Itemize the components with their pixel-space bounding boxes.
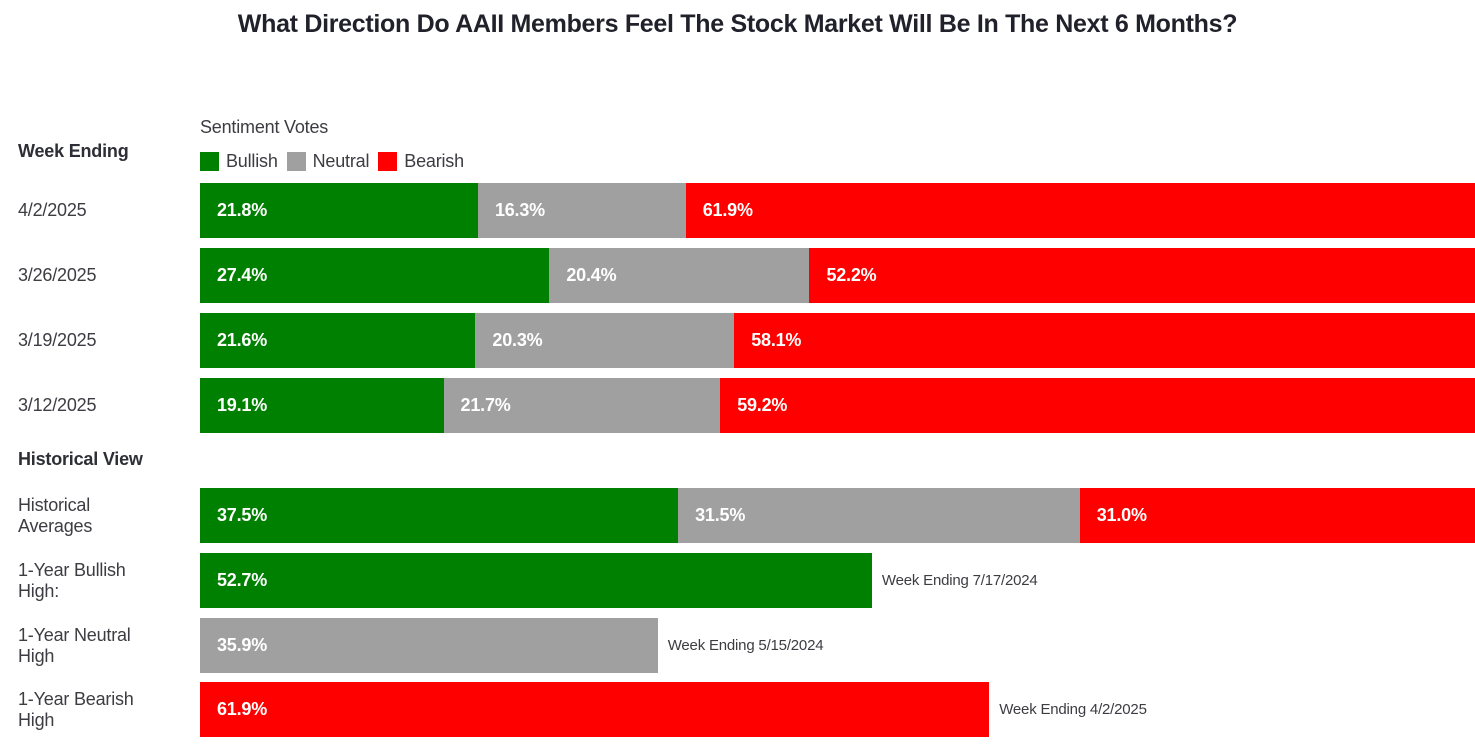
neutral-swatch-icon [286,152,306,171]
bar-value-label: 31.5% [695,505,746,525]
bar-row-historical-averages: Historical Averages 37.5% 31.5% 31.0% [18,488,1475,543]
bar-row-week-3: 3/19/2025 21.6% 20.3% 58.1% [18,313,1475,368]
bar-row-bearish-high: 1-Year Bearish High 61.9% Week Ending 4/… [18,682,1475,737]
bar-segment-neutral: 20.3% [475,313,735,368]
stacked-bar: 37.5% 31.5% 31.0% [200,488,1475,543]
single-bar: 52.7% Week Ending 7/17/2024 [200,553,1475,608]
legend-item-bullish[interactable]: Bullish [200,151,278,172]
bar-value-label: 37.5% [217,505,268,525]
row-label-text: 1-Year Neutral High [18,624,131,666]
row-label-bullish-high: 1-Year Bullish High: [18,553,200,608]
bar-segment-bullish: 21.6% [200,313,476,368]
bar-segment-neutral: 16.3% [477,183,686,238]
bar-value-label: 52.7% [217,570,268,590]
row-label-date: 3/19/2025 [18,330,97,350]
bar-value-label: 61.9% [217,699,268,719]
bar-segment-bearish: 52.2% [809,248,1475,303]
row-label-text: Historical Averages [18,494,93,536]
bar-note: Week Ending 4/2/2025 [999,701,1147,718]
bar-value-label: 35.9% [217,635,268,655]
bar-segment-bullish: 19.1% [200,378,444,433]
bar-value-label: 21.7% [460,395,511,415]
stacked-bar: 21.6% 20.3% 58.1% [200,313,1475,368]
bar-segment-bullish: 21.8% [200,183,478,238]
bar-value-label: 59.2% [737,395,788,415]
bar-segment-bearish: 31.0% [1079,488,1475,543]
bar-value-label: 61.9% [702,200,753,220]
row-label-text: 1-Year Bullish High: [18,559,126,601]
chart-title: What Direction Do AAII Members Feel The … [237,10,1238,38]
row-label-date: 4/2/2025 [18,200,87,220]
bar-row-bullish-high: 1-Year Bullish High: 52.7% Week Ending 7… [18,553,1475,608]
stacked-bar: 21.8% 16.3% 61.9% [200,183,1475,238]
bar-row-week-1: 4/2/2025 21.8% 16.3% 61.9% [18,183,1475,238]
bar-segment-bearish: 61.9% [685,183,1475,238]
bar-note: Week Ending 7/17/2024 [881,572,1038,589]
legend-title: Sentiment Votes [200,117,329,137]
bar-segment-neutral: 31.5% [678,488,1080,543]
historical-view-header: Historical View [18,449,143,469]
legend-label-bullish: Bullish [226,151,278,171]
bar-value-label: 16.3% [494,200,545,220]
bar-value-label: 21.6% [217,330,268,350]
legend-label-bearish: Bearish [404,151,464,171]
legend: Bullish Neutral Bearish [200,151,464,172]
legend-item-bearish[interactable]: Bearish [378,151,464,172]
stacked-bar: 19.1% 21.7% 59.2% [200,378,1475,433]
legend-label-neutral: Neutral [312,151,370,171]
bar-segment-bullish: 27.4% [200,248,550,303]
bar-segment-neutral: 20.4% [549,248,810,303]
bar-note: Week Ending 5/15/2024 [667,637,824,654]
row-label-text: 1-Year Bearish High [18,688,134,730]
bearish-swatch-icon [378,152,398,171]
row-label-date: 3/12/2025 [18,395,97,415]
bar-row-week-4: 3/12/2025 19.1% 21.7% 59.2% [18,378,1475,433]
bar-value-label: 31.0% [1096,505,1147,525]
row-label-historical-averages: Historical Averages [18,488,200,543]
bar-value-label: 58.1% [751,330,802,350]
bar-value-label: 27.4% [217,265,268,285]
week-ending-header: Week Ending [18,141,129,161]
bar-value-label: 21.8% [217,200,268,220]
bar-segment-neutral: 21.7% [443,378,721,433]
legend-item-neutral[interactable]: Neutral [286,151,370,172]
bar-segment-neutral: 35.9% [200,618,658,673]
bar-row-week-2: 3/26/2025 27.4% 20.4% 52.2% [18,248,1475,303]
bar-segment-bearish: 58.1% [734,313,1475,368]
bar-value-label: 20.4% [566,265,617,285]
row-label-neutral-high: 1-Year Neutral High [18,618,200,673]
bar-value-label: 20.3% [492,330,543,350]
bar-value-label: 19.1% [217,395,268,415]
bullish-swatch-icon [200,152,219,171]
bar-value-label: 52.2% [826,265,877,285]
bar-segment-bullish: 52.7% [200,553,872,608]
single-bar: 61.9% Week Ending 4/2/2025 [200,682,1475,737]
row-label-bearish-high: 1-Year Bearish High [18,682,200,737]
bar-row-neutral-high: 1-Year Neutral High 35.9% Week Ending 5/… [18,618,1475,673]
bar-segment-bearish: 61.9% [200,682,990,737]
bar-segment-bearish: 59.2% [720,378,1475,433]
bar-segment-bullish: 37.5% [200,488,679,543]
stacked-bar: 27.4% 20.4% 52.2% [200,248,1475,303]
row-label-date: 3/26/2025 [18,265,97,285]
single-bar: 35.9% Week Ending 5/15/2024 [200,618,1475,673]
